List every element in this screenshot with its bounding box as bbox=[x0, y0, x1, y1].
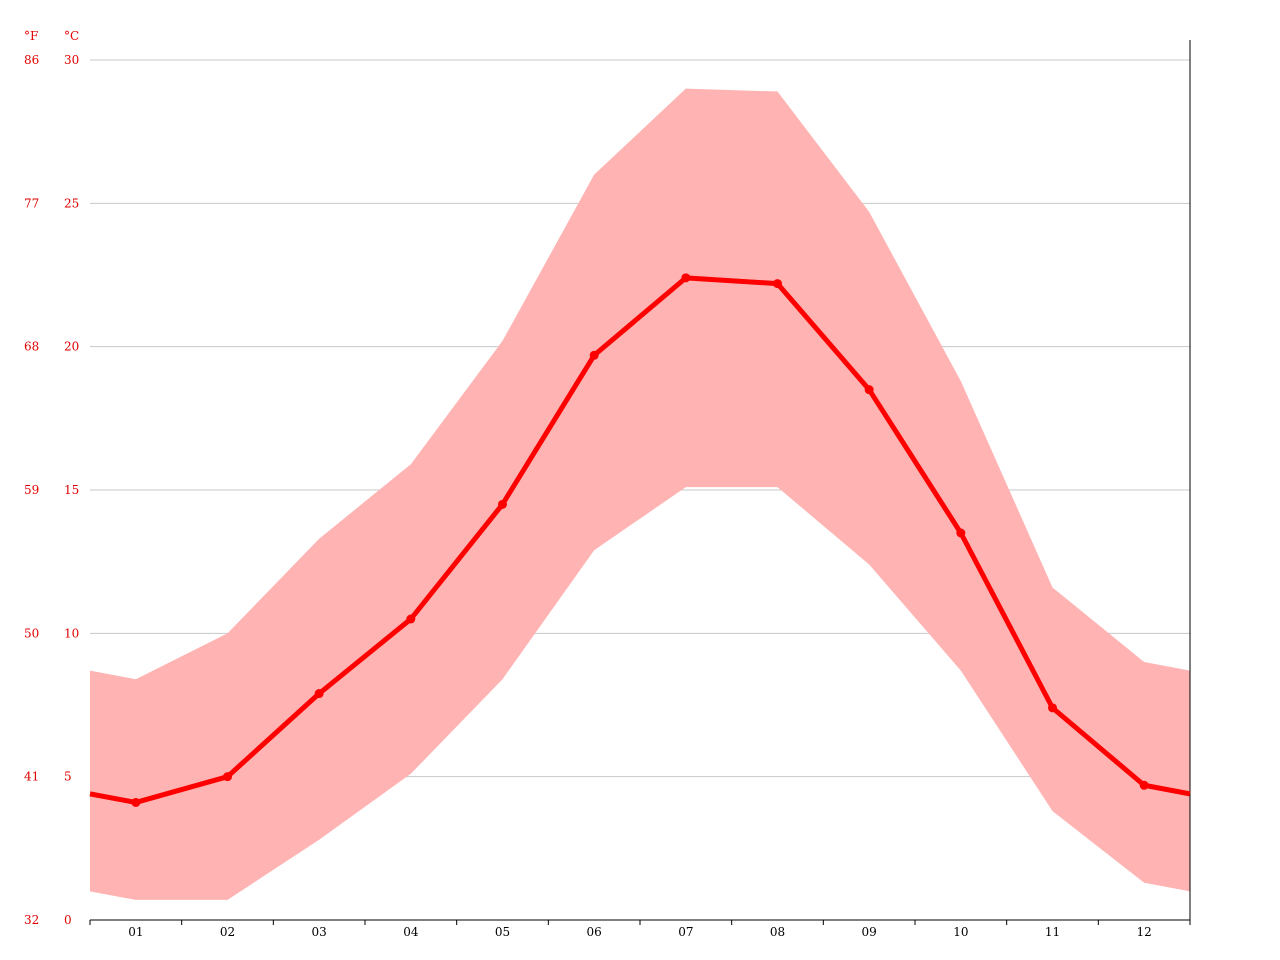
x-tick-label: 06 bbox=[587, 925, 602, 939]
x-tick-label: 01 bbox=[128, 925, 143, 939]
mean-point bbox=[223, 772, 232, 782]
fahrenheit-tick-label: 50 bbox=[24, 626, 39, 640]
mean-temperature-line bbox=[89, 275, 1191, 805]
mean-point bbox=[406, 614, 416, 624]
celsius-tick-label: 15 bbox=[64, 483, 79, 497]
mean-point bbox=[498, 499, 507, 509]
mean-point bbox=[131, 797, 141, 807]
mean-temperature-points bbox=[131, 273, 1149, 807]
x-tick-label: 10 bbox=[953, 925, 968, 939]
fahrenheit-tick-label: 41 bbox=[24, 770, 39, 784]
mean-point bbox=[956, 528, 966, 538]
x-tick-label: 11 bbox=[1045, 925, 1060, 939]
celsius-tick-label: 20 bbox=[64, 340, 79, 354]
x-tick-label: 12 bbox=[1137, 925, 1152, 939]
x-tick-label: 02 bbox=[220, 925, 235, 939]
mean-point bbox=[1048, 703, 1057, 713]
axis-labels: °F °C 0 32 5 41 10 50 15 59 20 68 25 77 30 86 01 02 03 04… bbox=[24, 29, 1152, 939]
celsius-tick-label: 25 bbox=[64, 196, 79, 210]
x-tick-label: 03 bbox=[312, 925, 327, 939]
mean-point bbox=[681, 273, 691, 283]
celsius-tick-label: 5 bbox=[64, 770, 72, 784]
fahrenheit-tick-label: 68 bbox=[24, 340, 39, 354]
mean-point bbox=[1139, 780, 1149, 790]
mean-point bbox=[589, 350, 599, 360]
x-tick-label: 04 bbox=[403, 925, 419, 939]
fahrenheit-tick-label: 59 bbox=[24, 483, 39, 497]
fahrenheit-tick-label: 32 bbox=[24, 913, 39, 927]
fahrenheit-unit-label: °F bbox=[24, 29, 38, 43]
axes bbox=[89, 40, 1191, 925]
x-tick-label: 08 bbox=[770, 925, 785, 939]
celsius-unit-label: °C bbox=[64, 29, 79, 43]
x-tick-label: 07 bbox=[678, 925, 693, 939]
fahrenheit-tick-label: 86 bbox=[24, 53, 39, 67]
fahrenheit-tick-label: 77 bbox=[24, 196, 39, 210]
mean-point bbox=[773, 279, 782, 289]
x-tick-label: 09 bbox=[862, 925, 877, 939]
min-max-temperature-band bbox=[90, 88, 1190, 900]
celsius-tick-label: 0 bbox=[64, 913, 72, 927]
celsius-tick-label: 30 bbox=[64, 53, 79, 67]
x-tick-label: 05 bbox=[495, 925, 510, 939]
mean-point bbox=[864, 385, 874, 395]
celsius-tick-label: 10 bbox=[64, 626, 79, 640]
mean-point bbox=[314, 689, 324, 699]
